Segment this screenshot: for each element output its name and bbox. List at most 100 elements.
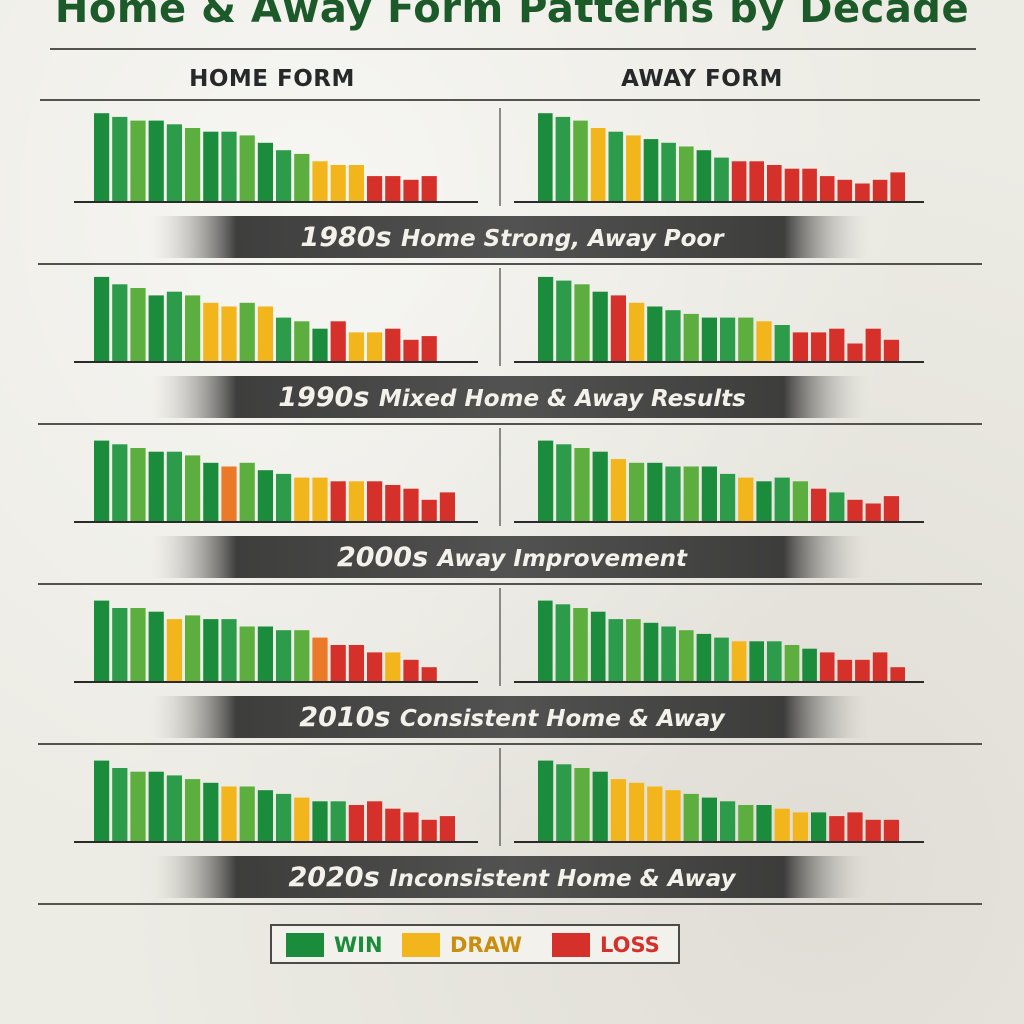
2000s-home-bar-12 [294,477,310,522]
1990s-home-bar-5 [166,291,182,362]
1980s-away-bar-19 [855,183,870,202]
2010s-home-bar-4 [148,611,164,682]
1980s-away-bar-6 [626,135,641,202]
2010s-home-bar-13 [312,637,328,682]
2000s-home-bar-20 [439,492,455,522]
2010s-away-bar-17 [819,652,835,682]
2010s-away-bar-21 [890,667,905,682]
1980s-away-bar-10 [696,150,712,202]
2020s-away-bar-14 [774,808,790,842]
1990s-home-bar-7 [203,302,219,362]
1980s-home-bar-19 [421,176,437,202]
2000s-description-text: Away Improvement [436,546,688,572]
1980s-label: 1980s Home Strong, Away Poor [300,222,725,253]
2000s-decade-text: 2000s [337,542,438,573]
2000s-home-bar-4 [148,451,164,522]
1980s-home-bar-10 [257,142,273,202]
1990s-home-bar-4 [148,295,164,362]
2000s-away-bar-10 [701,466,717,522]
1990s-away-bar-15 [792,332,808,362]
1990s-home-bar-12 [294,321,310,362]
1980s-description-text: Home Strong, Away Poor [401,226,725,252]
1980s-away-bar-2 [555,116,571,202]
2000s-away-bar-14 [774,477,790,522]
1990s-away-bar-11 [720,317,736,362]
1980s-away-bar-20 [872,179,888,202]
1980s-home-bar-14 [330,165,346,202]
2020s-away-bar-9 [683,793,699,842]
2020s-home-bar-9 [239,786,255,842]
1980s-home-bar-17 [385,176,401,202]
2000s-home-bar-14 [330,481,346,522]
2010s-home-bar-10 [257,626,273,682]
1980s-away-bar-8 [661,142,676,202]
2020s-label-band [150,856,870,898]
1990s-home-bar-14 [330,321,346,362]
2020s-home-bar-15 [348,805,364,842]
2020s-away-bar-17 [829,816,845,842]
2000s-home-bar-5 [166,451,182,522]
2010s-home-bar-5 [166,619,182,682]
2010s-home-bar-6 [185,615,201,682]
2000s-home-bar-2 [112,444,128,522]
1980s-away-bar-15 [784,168,800,202]
2010s-away-bar-9 [679,630,694,682]
header-divider [40,99,980,101]
2020s-away-bar-8 [665,790,681,842]
2010s-home-bar-8 [221,619,237,682]
legend-swatch-win [286,933,324,957]
legend-label-draw: DRAW [450,933,523,957]
2020s-away-bar-16 [811,812,827,842]
1990s-label-band [150,376,870,418]
1990s-home-bar-10 [257,306,273,362]
1990s-away-bar-6 [629,302,645,362]
2020s-home-bar-13 [312,801,328,842]
1980s-home-bar-11 [276,150,292,202]
2020s-away-bar-20 [883,819,899,842]
1980s-home-bar-3 [130,120,146,202]
2010s-away-bar-14 [767,641,782,682]
2020s-home-bar-10 [257,790,273,842]
1990s-home-bar-2 [112,284,128,362]
2000s-away-bar-17 [829,492,845,522]
1980s-home-bar-5 [166,124,182,202]
1980s-away-bar-16 [802,168,817,202]
2010s-away-bar-6 [626,619,641,682]
2000s-home-bar-13 [312,477,328,522]
2010s-away-bar-7 [643,622,659,682]
2010s-home-bar-1 [94,600,110,682]
2000s-away-bar-16 [811,488,827,522]
2000s-home-bar-19 [421,499,437,522]
1990s-description-text: Mixed Home & Away Results [379,386,746,412]
1980s-home-bar-15 [348,165,364,202]
legend: WIN DRAW LOSS [270,924,680,964]
2020s-home-bar-16 [367,801,383,842]
2020s-decade-text: 2020s [288,862,389,893]
2010s-away-bar-15 [784,645,800,682]
1990s-away-bar-13 [756,321,772,362]
2010s-label-band [150,696,870,738]
2010s-home-bar-18 [403,659,419,682]
2000s-away-bar-9 [683,466,699,522]
2000s-away-bar-20 [883,496,899,522]
2020s-away-bar-10 [701,797,717,842]
legend-swatch-draw [402,933,440,957]
2010s-away-bar-5 [608,619,624,682]
1990s-away-bar-16 [811,332,827,362]
legend-label-loss: LOSS [600,933,660,957]
1980s-away-bar-9 [679,146,694,202]
1990s-away-bar-12 [738,317,754,362]
2010s-away-bar-4 [590,611,606,682]
2020s-home-bar-5 [166,775,182,842]
2010s-away-bar-10 [696,633,712,682]
2020s-home-bar-14 [330,801,346,842]
1980s-away-bar-17 [819,176,835,202]
1990s-home-bar-1 [94,276,110,362]
1990s-away-bar-1 [538,276,554,362]
2010s-away-bar-13 [749,641,764,682]
2010s-home-bar-9 [239,626,255,682]
1980s-away-bar-4 [590,128,606,202]
2000s-home-bar-18 [403,488,419,522]
2020s-home-bar-6 [185,779,201,842]
1990s-decade-text: 1990s [278,382,379,413]
